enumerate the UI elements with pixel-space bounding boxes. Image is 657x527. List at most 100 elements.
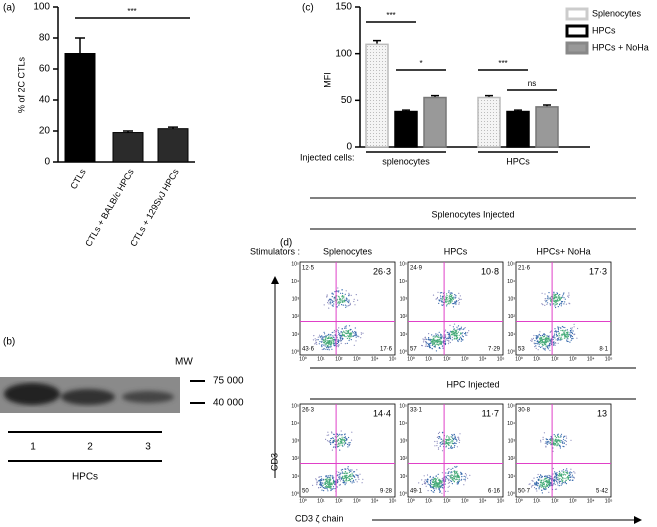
event-dot (348, 442, 350, 444)
event-dot (569, 476, 571, 478)
event-dot (465, 331, 467, 334)
event-dot (321, 489, 323, 491)
event-dot (326, 434, 328, 436)
event-dot (460, 338, 463, 340)
event-dot (346, 438, 348, 440)
event-dot (547, 296, 549, 298)
event-dot (338, 303, 340, 305)
event-dot (350, 479, 352, 481)
event-dot (561, 478, 563, 480)
event-dot (448, 297, 450, 299)
event-dot (321, 336, 323, 338)
event-dot (330, 303, 332, 305)
event-dot (326, 488, 328, 490)
event-dot (553, 298, 555, 300)
event-dot (441, 441, 443, 443)
event-dot (555, 476, 557, 478)
event-dot (433, 346, 435, 348)
event-dot (336, 440, 339, 442)
event-dot (531, 338, 533, 340)
event-dot (440, 334, 442, 336)
event-dot (332, 305, 334, 307)
event-dot (329, 474, 331, 476)
event-dot (455, 438, 457, 440)
event-dot (538, 333, 540, 335)
event-dot (563, 446, 565, 448)
event-dot (537, 335, 539, 337)
event-dot (537, 349, 539, 351)
event-dot (338, 295, 340, 297)
event-dot (565, 440, 568, 442)
quadrant-value: 8·1 (599, 347, 608, 353)
event-dot (437, 448, 440, 450)
x-tick-label: 10¹ (425, 356, 433, 362)
event-dot (539, 331, 541, 333)
event-dot (336, 480, 338, 483)
x-tick-label: 10² (551, 498, 559, 504)
y-tick-label: 10¹ (508, 332, 516, 338)
event-dot (456, 334, 458, 336)
event-dot (431, 342, 433, 344)
event-dot (557, 484, 559, 486)
event-dot (453, 470, 455, 473)
event-dot (323, 344, 325, 346)
event-dot (345, 330, 347, 332)
event-dot (458, 334, 460, 336)
event-dot (567, 338, 569, 340)
plot-frame (299, 261, 396, 356)
event-dot (345, 325, 347, 327)
event-dot (327, 481, 329, 483)
event-dot (457, 340, 459, 343)
event-dot (332, 479, 335, 481)
event-dot (345, 478, 347, 480)
event-dot (433, 491, 435, 493)
flow-plot: 26·3 14·450 9·2810⁰10⁰10¹10¹10²10²10³10³10… (291, 404, 396, 505)
event-dot (343, 482, 345, 484)
event-dot (331, 348, 333, 350)
event-dot (552, 294, 554, 296)
event-dot (557, 439, 560, 441)
event-dot (321, 344, 323, 346)
event-dot (448, 438, 450, 440)
event-dot (464, 480, 466, 482)
event-dot (347, 472, 349, 474)
event-dot (433, 487, 435, 489)
event-dot (564, 471, 566, 473)
event-dot (448, 447, 450, 449)
event-dot (350, 470, 352, 473)
x-tick-label: 10³ (569, 356, 577, 362)
event-dot (554, 303, 556, 305)
event-dot (447, 482, 449, 484)
event-dot (429, 338, 431, 340)
event-dot (312, 339, 314, 341)
event-dot (442, 295, 444, 297)
y-tick-label: 10¹ (400, 332, 408, 338)
event-dot (333, 480, 335, 482)
event-dot (325, 343, 327, 345)
event-dot (557, 443, 559, 445)
event-dot (343, 477, 345, 479)
event-dot (542, 338, 545, 340)
event-dot (572, 330, 574, 332)
event-dot (337, 338, 339, 341)
event-dot (560, 305, 562, 307)
event-dot (557, 326, 559, 328)
event-dot (549, 485, 551, 487)
event-dot (324, 487, 326, 489)
event-dot (548, 481, 550, 483)
event-dot (354, 331, 356, 333)
event-dot (337, 442, 340, 444)
event-dot (468, 330, 470, 332)
event-dot (441, 304, 443, 306)
event-dot (447, 440, 449, 442)
event-dot (344, 326, 346, 328)
event-dot (450, 472, 452, 474)
x-tick-label: CTLs + 129SvJ HPCs (128, 167, 181, 248)
event-dot (327, 348, 329, 351)
event-dot (350, 328, 352, 331)
x-tick-label: 10¹ (533, 356, 541, 362)
event-dot (321, 348, 323, 351)
event-dot (461, 335, 463, 337)
error-bar (75, 37, 85, 54)
event-dot (449, 330, 451, 332)
